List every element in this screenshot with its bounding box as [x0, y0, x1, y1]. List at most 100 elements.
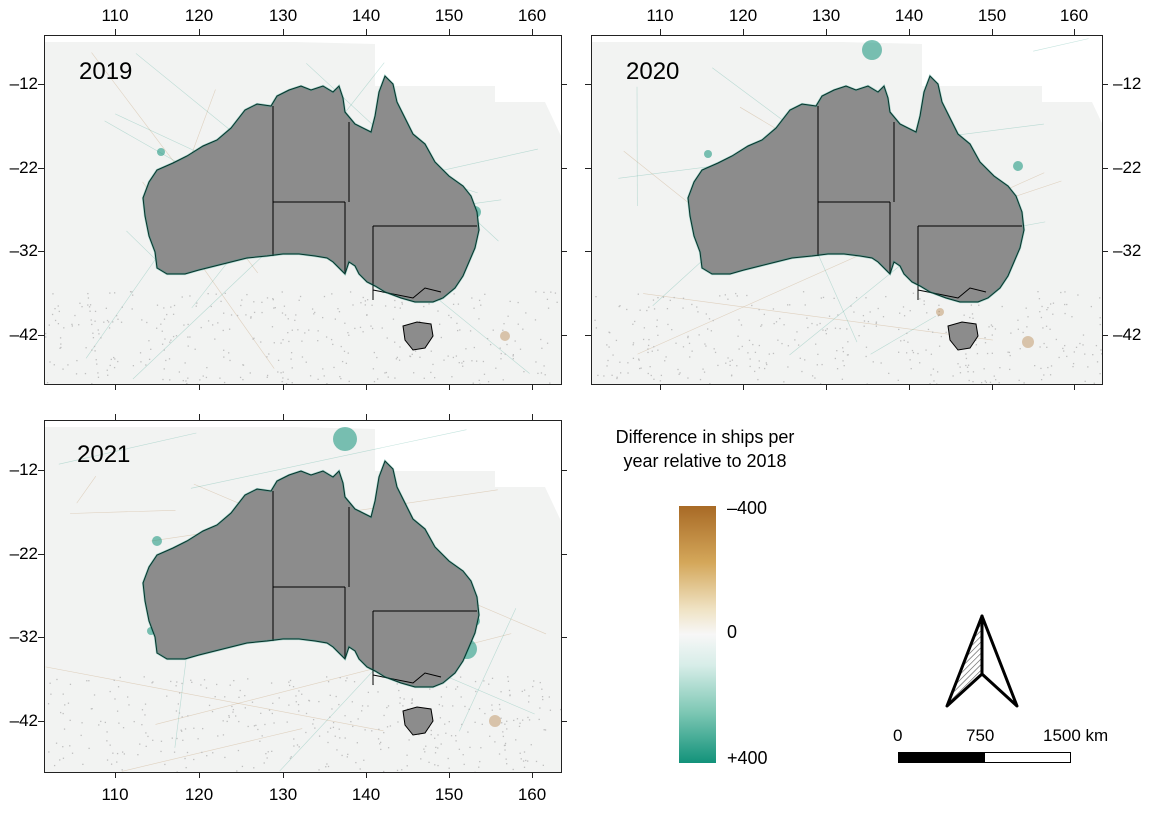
ship-track-dot — [63, 728, 66, 730]
ship-track-dot — [639, 309, 641, 311]
ship-track-dot — [984, 380, 986, 382]
ship-track-dot — [489, 735, 491, 737]
ship-track-dot — [144, 714, 146, 716]
australia-landmass — [142, 75, 480, 303]
ship-track-dot — [172, 335, 175, 338]
lat-tick — [561, 168, 567, 169]
ship-track-dot — [811, 322, 813, 325]
ship-track-dot — [865, 297, 867, 299]
lat-tick — [1102, 84, 1108, 85]
ship-track-dot — [796, 331, 798, 333]
ship-track-dot — [826, 328, 828, 330]
ship-track-dot — [464, 705, 466, 708]
ship-track-dot — [351, 701, 353, 703]
ship-track-dot — [261, 735, 263, 737]
ship-track-dot — [100, 720, 102, 723]
ship-track-dot — [399, 702, 401, 704]
ship-track-dot — [616, 376, 618, 378]
ship-track-dot — [512, 355, 514, 357]
lon-tick — [1074, 29, 1075, 35]
lon-tick — [532, 384, 533, 390]
ship-track-dot — [160, 323, 162, 325]
ship-track-dot — [175, 335, 178, 337]
ship-track-dot — [1040, 378, 1043, 381]
ship-track-dot — [656, 319, 658, 321]
ship-track-dot — [509, 300, 511, 303]
ship-track-dot — [984, 342, 987, 344]
lat-tick-label: –42 — [1113, 325, 1142, 344]
ship-track-dot — [387, 705, 390, 707]
ship-track-dot — [406, 765, 408, 767]
ship-track-dot — [772, 352, 775, 355]
ship-track-dot — [519, 348, 522, 350]
ship-track-dot — [662, 296, 665, 298]
ship-track-dot — [160, 750, 162, 753]
ship-track-dot — [736, 365, 738, 367]
ship-track-dot — [344, 322, 346, 324]
ship-track-dot — [370, 325, 372, 327]
ship-track-dot — [932, 331, 934, 333]
ship-track-dot — [1101, 353, 1102, 355]
australia-map-2020 — [592, 38, 1102, 384]
ship-track-dot — [499, 347, 501, 349]
ship-track-dot — [1007, 351, 1009, 353]
ship-track-dot — [93, 345, 96, 348]
ship-track-dot — [969, 316, 971, 319]
ship-track-dot — [82, 763, 84, 766]
ship-track-dot — [60, 346, 62, 349]
year-label: 2019 — [79, 58, 133, 85]
ship-track-dot — [500, 358, 502, 360]
lat-tick-label: –12 — [9, 74, 38, 93]
ship-track-dot — [763, 313, 765, 316]
ship-track-dot — [1095, 344, 1098, 347]
ship-track-dot — [112, 321, 114, 323]
ship-track-dot — [482, 360, 485, 363]
ship-track-dot — [741, 345, 743, 348]
ship-track-dot — [121, 306, 123, 308]
lon-tick — [1074, 384, 1075, 390]
ship-track-dot — [411, 353, 413, 355]
ship-track-dot — [509, 694, 511, 696]
ship-track-dot — [339, 375, 341, 378]
ship-track-dot — [959, 372, 962, 374]
ship-track-dot — [863, 325, 865, 327]
ship-track-dot — [647, 351, 649, 354]
ship-track-dot — [504, 723, 506, 725]
lon-tick — [449, 772, 450, 778]
ship-track-dot — [821, 363, 823, 366]
ship-track-dot — [166, 313, 168, 316]
ship-track-dot — [917, 352, 919, 355]
year-label: 2020 — [626, 58, 680, 85]
lat-tick — [561, 335, 567, 336]
ship-track-dot — [235, 715, 237, 717]
ship-track-dot — [794, 339, 796, 341]
ship-track-dot — [49, 361, 51, 363]
ship-track-dot — [991, 325, 994, 328]
ship-track-dot — [438, 703, 440, 706]
ship-track-dot — [652, 299, 655, 301]
ship-track-dot — [268, 709, 271, 711]
lon-tick — [449, 384, 450, 390]
ship-track-dot — [293, 738, 295, 740]
ship-track-dot — [1049, 374, 1052, 376]
ship-track-dot — [597, 374, 599, 377]
ship-track-dot — [91, 707, 93, 710]
ship-track-dot — [523, 689, 526, 691]
ship-track-dot — [298, 299, 300, 301]
ship-track-dot — [1037, 291, 1039, 293]
ship-track-dot — [719, 295, 721, 297]
ship-track-dot — [325, 766, 327, 768]
lon-tick — [283, 772, 284, 778]
ship-track-dot — [423, 377, 425, 379]
ship-track-dot — [650, 374, 652, 377]
ship-track-dot — [401, 769, 403, 771]
ship-track-dot — [290, 756, 292, 758]
ship-track-dot — [186, 382, 188, 384]
ship-track-dot — [474, 721, 476, 723]
coastal-traffic — [141, 459, 481, 689]
ship-track-dot — [80, 734, 82, 737]
lon-tick — [743, 29, 744, 35]
ship-track-dot — [483, 373, 486, 375]
ship-track-dot — [354, 327, 356, 330]
ship-track-dot — [437, 310, 439, 312]
